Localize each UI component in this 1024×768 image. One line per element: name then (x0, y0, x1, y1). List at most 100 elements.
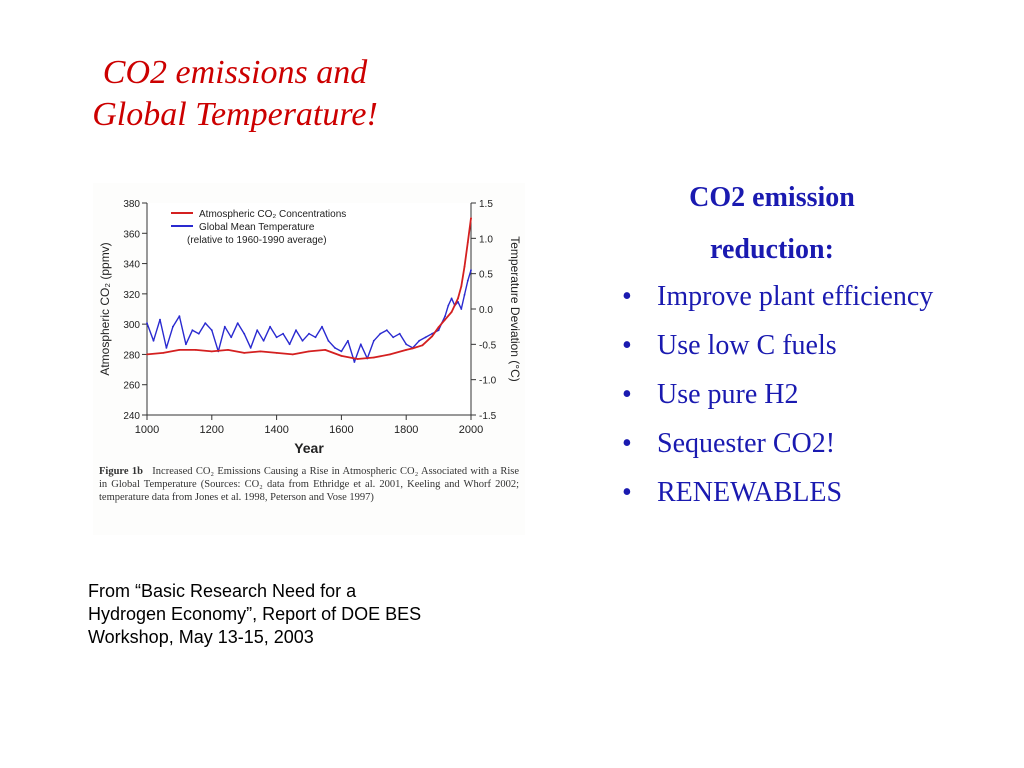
bullet-item: • Use pure H2 (612, 378, 972, 412)
temperature-point (197, 332, 200, 335)
source-line-2: Hydrogen Economy”, Report of DOE BES (88, 604, 422, 624)
bullet-item: • Sequester CO2! (612, 427, 972, 461)
co2-point (243, 352, 246, 354)
co2-point (227, 349, 229, 351)
y-left-tick-label: 320 (123, 290, 140, 301)
temperature-point (314, 336, 317, 339)
co2-point (450, 311, 453, 313)
temperature-point (405, 343, 408, 346)
temperature-point (256, 329, 259, 332)
co2-point (210, 350, 213, 353)
slide-title: CO2 emissions and Global Temperature! (40, 52, 430, 136)
co2-point (308, 350, 310, 353)
temperature-point (327, 339, 330, 342)
bullet-text: Use low C fuels (657, 330, 837, 361)
x-tick-label: 2000 (459, 424, 483, 436)
reduction-panel: CO2 emission reduction: • Improve plant e… (612, 172, 972, 525)
co2-point (356, 358, 359, 360)
temperature-point (385, 329, 388, 332)
temperature-point (372, 339, 375, 342)
temperature-point (447, 304, 450, 307)
co2-point (437, 326, 440, 329)
co2-point (431, 335, 433, 338)
bullet-icon: • (622, 330, 632, 361)
co2-point (470, 217, 472, 219)
temperature-point (334, 347, 336, 349)
temperature-point (340, 350, 343, 353)
temperature-point (353, 361, 356, 363)
temperature-point (359, 343, 362, 346)
temperature-point (269, 325, 271, 328)
x-tick-label: 1400 (264, 424, 288, 436)
temperature-point (249, 347, 252, 349)
temperature-point (295, 329, 297, 332)
chart-figure: 1000 1200 1400 1600 1800 2000 240 260 280 300 320 3… (93, 183, 525, 535)
temperature-point (204, 322, 207, 324)
temperature-point (398, 332, 401, 335)
y-left-tick-label: 240 (123, 411, 140, 422)
temperature-point (418, 339, 421, 342)
figure-caption-text: Increased CO₂ Emissions Causing a Rise i… (99, 466, 520, 503)
chart-legend: Atmospheric CO₂ Concentrations Global Mea… (171, 209, 346, 246)
y-right-tick-label: -0.5 (479, 340, 497, 351)
legend-entry-label: (relative to 1960-1990 average) (187, 235, 327, 246)
x-tick-label: 1200 (200, 424, 224, 436)
y-right-tick-label: 1.5 (479, 199, 493, 210)
co2-point (411, 347, 414, 350)
temperature-point (321, 325, 323, 328)
panel-heading: CO2 emission reduction: (612, 172, 932, 276)
temperature-point (191, 329, 194, 332)
panel-heading-line-2: reduction: (710, 234, 834, 265)
y-right-tick-label: 0.5 (479, 270, 493, 281)
co2-point (372, 356, 375, 359)
bullet-icon: • (622, 379, 632, 410)
temperature-point (172, 325, 174, 328)
series-lines (146, 217, 472, 363)
co2-point (275, 352, 278, 354)
temperature-point (347, 339, 349, 342)
axes: 1000 1200 1400 1600 1800 2000 240 260 280 300 320 3… (123, 199, 496, 436)
x-tick-label: 1800 (394, 424, 418, 436)
co2-point (405, 349, 408, 351)
temperature-point (437, 329, 440, 332)
co2-point (291, 353, 294, 356)
source-note: From “Basic Research Need for a Hydrogen… (88, 580, 528, 649)
y-left-tick-label: 260 (123, 381, 140, 392)
bullet-text: Improve plant efficiency (657, 281, 934, 312)
y-left-tick-label: 360 (123, 229, 140, 240)
y-right-tick-label: 0.0 (479, 305, 493, 316)
bullet-item: • Use low C fuels (612, 329, 972, 363)
temperature-point (230, 336, 233, 339)
y-left-tick-label: 340 (123, 260, 140, 271)
bullet-text: Use pure H2 (657, 379, 799, 410)
co2-point (457, 297, 459, 300)
y-right-tick-label: -1.0 (479, 376, 497, 387)
co2-point (259, 350, 262, 353)
co2-point (463, 265, 466, 268)
temperature-point (466, 279, 469, 282)
co2-point (146, 353, 148, 356)
slide-title-line-2: Global Temperature! (92, 96, 378, 133)
figure-caption: Figure 1b Increased CO₂ Emissions Causin… (99, 465, 519, 504)
co2-point (194, 349, 197, 351)
temperature-point (301, 339, 304, 342)
figure-caption-label: Figure 1b (99, 466, 143, 477)
bullet-item: • Improve plant efficiency (612, 280, 972, 314)
y-left-tick-label: 300 (123, 320, 140, 331)
bullet-text: RENEWABLES (657, 477, 843, 508)
temperature-point (236, 322, 239, 324)
temperature-point (450, 297, 453, 300)
temperature-point (424, 336, 427, 339)
co2-point (460, 285, 463, 288)
temperature-point (392, 336, 395, 339)
y-right-tick-label: -1.5 (479, 411, 497, 422)
bullet-icon: • (622, 281, 632, 312)
bullet-icon: • (622, 477, 632, 508)
co2-point (444, 318, 446, 321)
y-left-tick-label: 380 (123, 199, 140, 210)
source-line-1: From “Basic Research Need for a (88, 581, 357, 601)
co2-point (389, 353, 391, 356)
co2-temperature-chart: 1000 1200 1400 1600 1800 2000 240 260 280 300 320 3… (98, 199, 522, 456)
x-axis-label: Year (294, 440, 324, 456)
co2-point (466, 241, 469, 244)
